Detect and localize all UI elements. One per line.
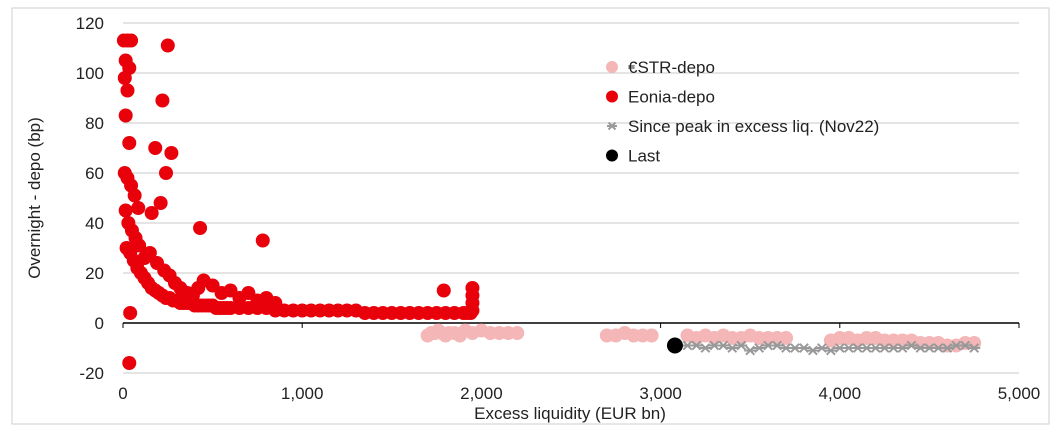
data-point (735, 340, 748, 351)
legend-item: €STR-depo (606, 58, 715, 77)
data-point (164, 146, 179, 160)
legend-marker (606, 90, 618, 103)
data-point (941, 343, 954, 353)
series-3 (666, 337, 683, 354)
y-tick-label: 60 (85, 164, 104, 183)
y-tick-label: 80 (85, 114, 104, 133)
data-point (815, 343, 828, 353)
data-point (117, 71, 132, 85)
legend-label: Eonia-depo (628, 88, 715, 107)
data-point (120, 83, 135, 98)
data-point (436, 283, 451, 298)
data-point (153, 196, 168, 210)
data-point (510, 326, 525, 340)
data-point (905, 340, 918, 351)
data-point (896, 343, 909, 353)
data-point (797, 343, 810, 353)
data-point (959, 340, 972, 351)
x-tick-label: 5,000 (998, 384, 1041, 403)
legend: €STR-depo Eonia-depo Since peak in excess … (606, 58, 879, 166)
data-point (268, 296, 283, 310)
data-point (118, 108, 133, 123)
data-point (465, 281, 480, 295)
x-tick-label: 3,000 (639, 384, 682, 403)
data-point (644, 328, 659, 343)
x-tick-label: 1,000 (281, 384, 324, 403)
data-point (726, 343, 739, 353)
data-point (717, 340, 730, 351)
y-tick-label: 20 (85, 264, 104, 283)
data-point (122, 136, 137, 150)
series-1 (116, 33, 480, 370)
data-point (124, 33, 139, 48)
y-tick-label: 120 (76, 14, 104, 33)
data-points (116, 33, 982, 370)
legend-item: Eonia-depo (606, 88, 715, 107)
grid-lines (11, 7, 1050, 425)
series-2 (681, 340, 981, 356)
data-point (155, 93, 170, 108)
data-point (148, 141, 163, 155)
data-point (744, 345, 757, 356)
legend-item: Last (606, 147, 660, 166)
data-point (779, 331, 794, 345)
data-point (824, 345, 837, 356)
x-axis-title: Excess liquidity (EUR bn) (474, 404, 666, 423)
data-point (699, 343, 712, 353)
y-tick-label: 0 (95, 314, 104, 333)
legend-item: Since peak in excess liq. (Nov22) (607, 117, 879, 136)
data-point (255, 233, 270, 248)
data-point (131, 201, 146, 215)
data-point (771, 340, 784, 351)
chart-frame (11, 7, 1050, 425)
data-point (160, 38, 175, 53)
y-tick-label: 100 (76, 64, 104, 83)
data-point (159, 166, 174, 180)
legend-label: €STR-depo (628, 58, 715, 77)
y-axis-title: Overnight - depo (bp) (25, 117, 44, 279)
y-tick-label: -20 (79, 364, 104, 383)
x-tick-label: 2,000 (460, 384, 503, 403)
legend-marker (606, 61, 618, 73)
data-point (193, 221, 208, 235)
data-point (753, 343, 766, 353)
x-tick-label: 0 (118, 384, 127, 403)
data-point (123, 306, 138, 320)
data-point (806, 345, 819, 356)
legend-label: Last (628, 147, 660, 166)
data-point (690, 340, 703, 351)
data-point (666, 337, 683, 354)
data-point (118, 203, 133, 218)
legend-marker (606, 149, 618, 162)
axes: -20 0 20 40 60 80 100 120 0 1,000 2,000 3,000 4,000 5… (76, 14, 1041, 403)
data-point (144, 206, 159, 220)
data-point (122, 356, 137, 370)
legend-marker (607, 121, 617, 131)
legend-label: Since peak in excess liq. (Nov22) (628, 117, 879, 136)
data-point (127, 188, 142, 203)
data-point (142, 246, 157, 260)
x-tick-label: 4,000 (819, 384, 862, 403)
y-tick-label: 40 (85, 214, 104, 233)
data-point (968, 343, 981, 353)
